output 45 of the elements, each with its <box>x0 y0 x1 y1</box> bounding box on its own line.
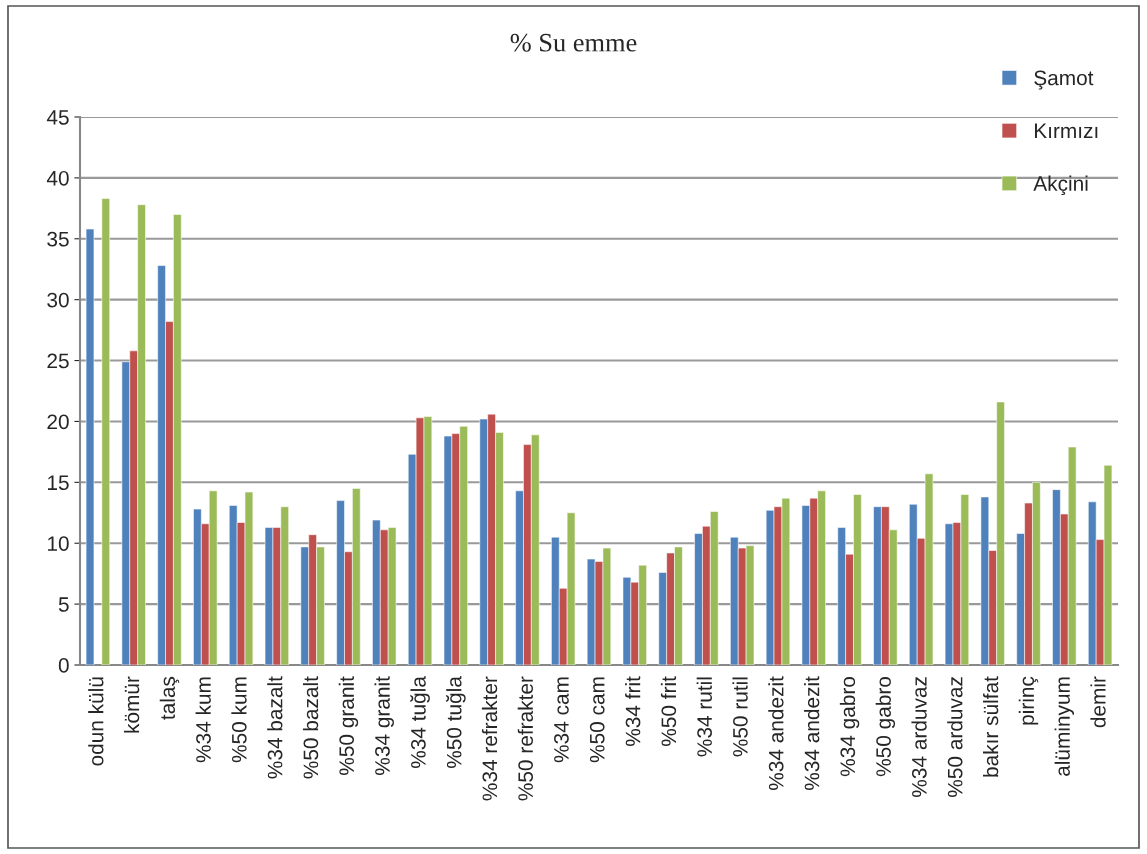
x-tick-label: %50 cam <box>589 677 605 763</box>
x-tick-label: %34 cam <box>554 677 569 763</box>
x-tick-label: %34 tuğla <box>410 676 430 769</box>
x-tick-label: %34 gabro <box>839 676 860 777</box>
x-tick-label: kömür <box>123 676 140 733</box>
x-tick-label: %50 frit <box>660 676 677 746</box>
y-tick-label: 15 <box>48 475 69 491</box>
x-tick-label: %50 granit <box>338 676 359 775</box>
y-tick-label: 10 <box>48 536 69 551</box>
x-tick-label: %34 andezit <box>768 676 784 791</box>
x-tick-label: %34 kum <box>195 677 211 763</box>
x-tick-label: odun külü <box>88 677 104 766</box>
x-tick-label: %34 granit <box>374 676 394 775</box>
y-tick-label: 30 <box>47 292 69 308</box>
x-tick-label: %50 bazalt <box>302 676 319 779</box>
y-tick-label: 40 <box>46 170 69 186</box>
legend-label: Şamot <box>1034 70 1094 90</box>
x-tick-label: bakır sülfat <box>983 676 999 777</box>
chart-title: % Su emme <box>510 33 637 52</box>
x-tick-label: %34 arduvaz <box>911 677 927 797</box>
bar <box>85 228 95 665</box>
x-tick-label: pirinç <box>1018 676 1039 725</box>
x-tick-label: %34 andezit <box>804 676 820 791</box>
x-tick-label: %50 kum <box>231 677 247 763</box>
y-tick-label: 5 <box>58 597 69 612</box>
legend-label: Akçini <box>1033 175 1088 196</box>
x-tick-label: demir <box>1090 676 1106 728</box>
x-tick-label: %34 frit <box>625 676 641 746</box>
x-tick-label: %50 arduvaz <box>947 677 963 797</box>
x-tick-label: %50 tuğla <box>445 676 466 769</box>
x-tick-label: %50 rutil <box>732 677 748 757</box>
x-tick-label: alüminyum <box>1054 677 1075 776</box>
y-tick-label: 20 <box>47 414 69 430</box>
x-tick-label: %50 gabro <box>875 676 896 777</box>
x-tick-label: %34 refrakter <box>481 676 498 801</box>
legend-label: Kırmızı <box>1034 123 1098 138</box>
x-tick-label: talaş <box>159 676 180 720</box>
x-tick-label: %34 bazalt <box>267 676 283 779</box>
y-tick-label: 0 <box>58 658 69 673</box>
y-tick-label: 25 <box>47 353 69 369</box>
bar <box>101 198 110 665</box>
x-tick-label: %50 refrakter <box>517 676 534 801</box>
y-tick-label: 35 <box>47 231 69 247</box>
x-tick-label: %34 rutil <box>696 677 712 757</box>
y-tick-label: 45 <box>46 110 69 125</box>
